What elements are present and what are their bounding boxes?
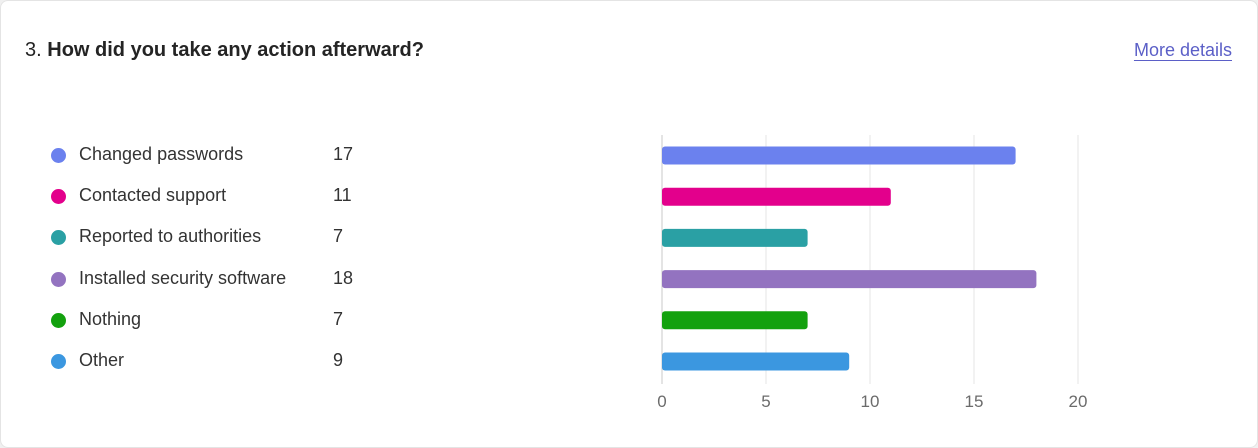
legend-label: Installed security software bbox=[79, 267, 287, 288]
question-title: 3. How did you take any action afterward… bbox=[25, 39, 424, 62]
more-details-link[interactable]: More details bbox=[1133, 40, 1232, 60]
legend-item: Other 9 bbox=[51, 341, 381, 382]
legend-count: 7 bbox=[333, 308, 344, 329]
legend-dot bbox=[51, 353, 66, 369]
legend-count: 17 bbox=[333, 144, 354, 164]
legend-dot bbox=[51, 148, 66, 163]
legend-count: 7 bbox=[333, 226, 344, 247]
legend-item: Reported to authorities 7 bbox=[51, 217, 381, 258]
legend-dot bbox=[51, 230, 66, 246]
x-tick-label: 10 bbox=[861, 392, 880, 411]
chart-legend: Changed passwords 17 Contacted support 11 Re… bbox=[51, 135, 381, 382]
legend-item: Nothing 7 bbox=[51, 300, 381, 341]
x-tick-label: 0 bbox=[657, 392, 666, 411]
bar-installed-security-software[interactable] bbox=[662, 270, 1037, 289]
x-tick-label: 5 bbox=[761, 392, 770, 411]
legend-label: Reported to authorities bbox=[79, 226, 262, 247]
legend-dot bbox=[51, 271, 66, 287]
legend-dot bbox=[51, 189, 66, 205]
legend-count: 9 bbox=[333, 349, 344, 370]
legend-dot bbox=[51, 312, 66, 328]
x-tick-label: 20 bbox=[1069, 392, 1088, 411]
legend-label: Other bbox=[79, 349, 125, 370]
legend-count: 11 bbox=[333, 185, 352, 206]
bar-contacted-support[interactable] bbox=[662, 187, 891, 206]
legend-item: Changed passwords 17 bbox=[51, 135, 381, 176]
bar-changed-passwords[interactable] bbox=[662, 146, 1016, 165]
legend-item: Installed security software 18 bbox=[51, 259, 381, 300]
bar-nothing[interactable] bbox=[662, 311, 808, 330]
legend-item: Contacted support 11 bbox=[51, 176, 381, 217]
legend-count: 18 bbox=[333, 267, 354, 288]
x-tick-label: 15 bbox=[965, 392, 984, 411]
question-number: 3. bbox=[25, 39, 42, 61]
bar-reported-to-authorities[interactable] bbox=[662, 228, 808, 247]
legend-label: Contacted support bbox=[79, 185, 227, 206]
legend-label: Changed passwords bbox=[79, 144, 244, 164]
bar-other[interactable] bbox=[662, 352, 850, 371]
question-text: How did you take any action afterward? bbox=[47, 39, 424, 61]
legend-label: Nothing bbox=[79, 308, 142, 329]
